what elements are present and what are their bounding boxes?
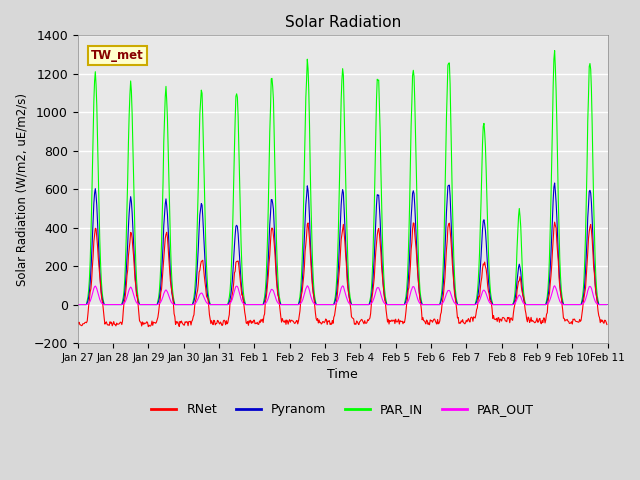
Pyranom bbox=[603, 301, 611, 307]
PAR_OUT bbox=[407, 288, 415, 294]
PAR_OUT bbox=[303, 283, 311, 288]
Legend: RNet, Pyranom, PAR_IN, PAR_OUT: RNet, Pyranom, PAR_IN, PAR_OUT bbox=[147, 398, 539, 421]
PAR_IN bbox=[74, 301, 81, 307]
Pyranom bbox=[74, 301, 81, 307]
RNet bbox=[551, 219, 559, 225]
RNet bbox=[407, 247, 415, 253]
Pyranom bbox=[551, 180, 559, 186]
RNet bbox=[83, 318, 91, 324]
PAR_OUT bbox=[191, 300, 199, 306]
PAR_IN bbox=[551, 48, 559, 53]
RNet bbox=[145, 324, 152, 329]
PAR_IN bbox=[138, 301, 145, 307]
X-axis label: Time: Time bbox=[327, 368, 358, 381]
PAR_OUT bbox=[83, 301, 91, 307]
Y-axis label: Solar Radiation (W/m2, uE/m2/s): Solar Radiation (W/m2, uE/m2/s) bbox=[15, 93, 28, 286]
PAR_OUT bbox=[422, 301, 430, 307]
Pyranom bbox=[191, 290, 199, 296]
Pyranom bbox=[138, 301, 145, 307]
Pyranom bbox=[220, 301, 227, 307]
Title: Solar Radiation: Solar Radiation bbox=[285, 15, 401, 30]
RNet bbox=[138, 323, 145, 329]
PAR_IN bbox=[220, 301, 227, 307]
PAR_IN bbox=[406, 162, 414, 168]
Text: TW_met: TW_met bbox=[91, 49, 143, 62]
Line: PAR_OUT: PAR_OUT bbox=[77, 286, 607, 304]
RNet bbox=[603, 322, 611, 327]
PAR_IN bbox=[422, 301, 429, 307]
PAR_IN bbox=[603, 301, 611, 307]
Line: RNet: RNet bbox=[77, 222, 607, 326]
PAR_OUT bbox=[138, 301, 145, 307]
PAR_OUT bbox=[220, 301, 227, 307]
Pyranom bbox=[406, 234, 414, 240]
RNet bbox=[220, 317, 228, 323]
RNet bbox=[193, 296, 200, 301]
RNet bbox=[74, 322, 81, 327]
Pyranom bbox=[422, 301, 429, 307]
PAR_IN bbox=[191, 277, 199, 283]
PAR_OUT bbox=[603, 301, 611, 307]
RNet bbox=[422, 317, 430, 323]
Pyranom bbox=[83, 300, 91, 306]
PAR_IN bbox=[83, 298, 91, 304]
PAR_OUT bbox=[74, 301, 81, 307]
Line: Pyranom: Pyranom bbox=[77, 183, 607, 304]
Line: PAR_IN: PAR_IN bbox=[77, 50, 607, 304]
